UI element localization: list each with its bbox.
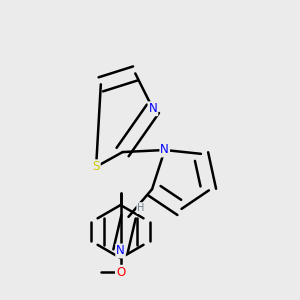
Text: N: N xyxy=(160,143,169,157)
Text: N: N xyxy=(148,102,157,115)
Text: N: N xyxy=(116,244,125,257)
Text: O: O xyxy=(116,266,125,279)
Text: H: H xyxy=(137,203,145,213)
Text: S: S xyxy=(92,160,100,173)
